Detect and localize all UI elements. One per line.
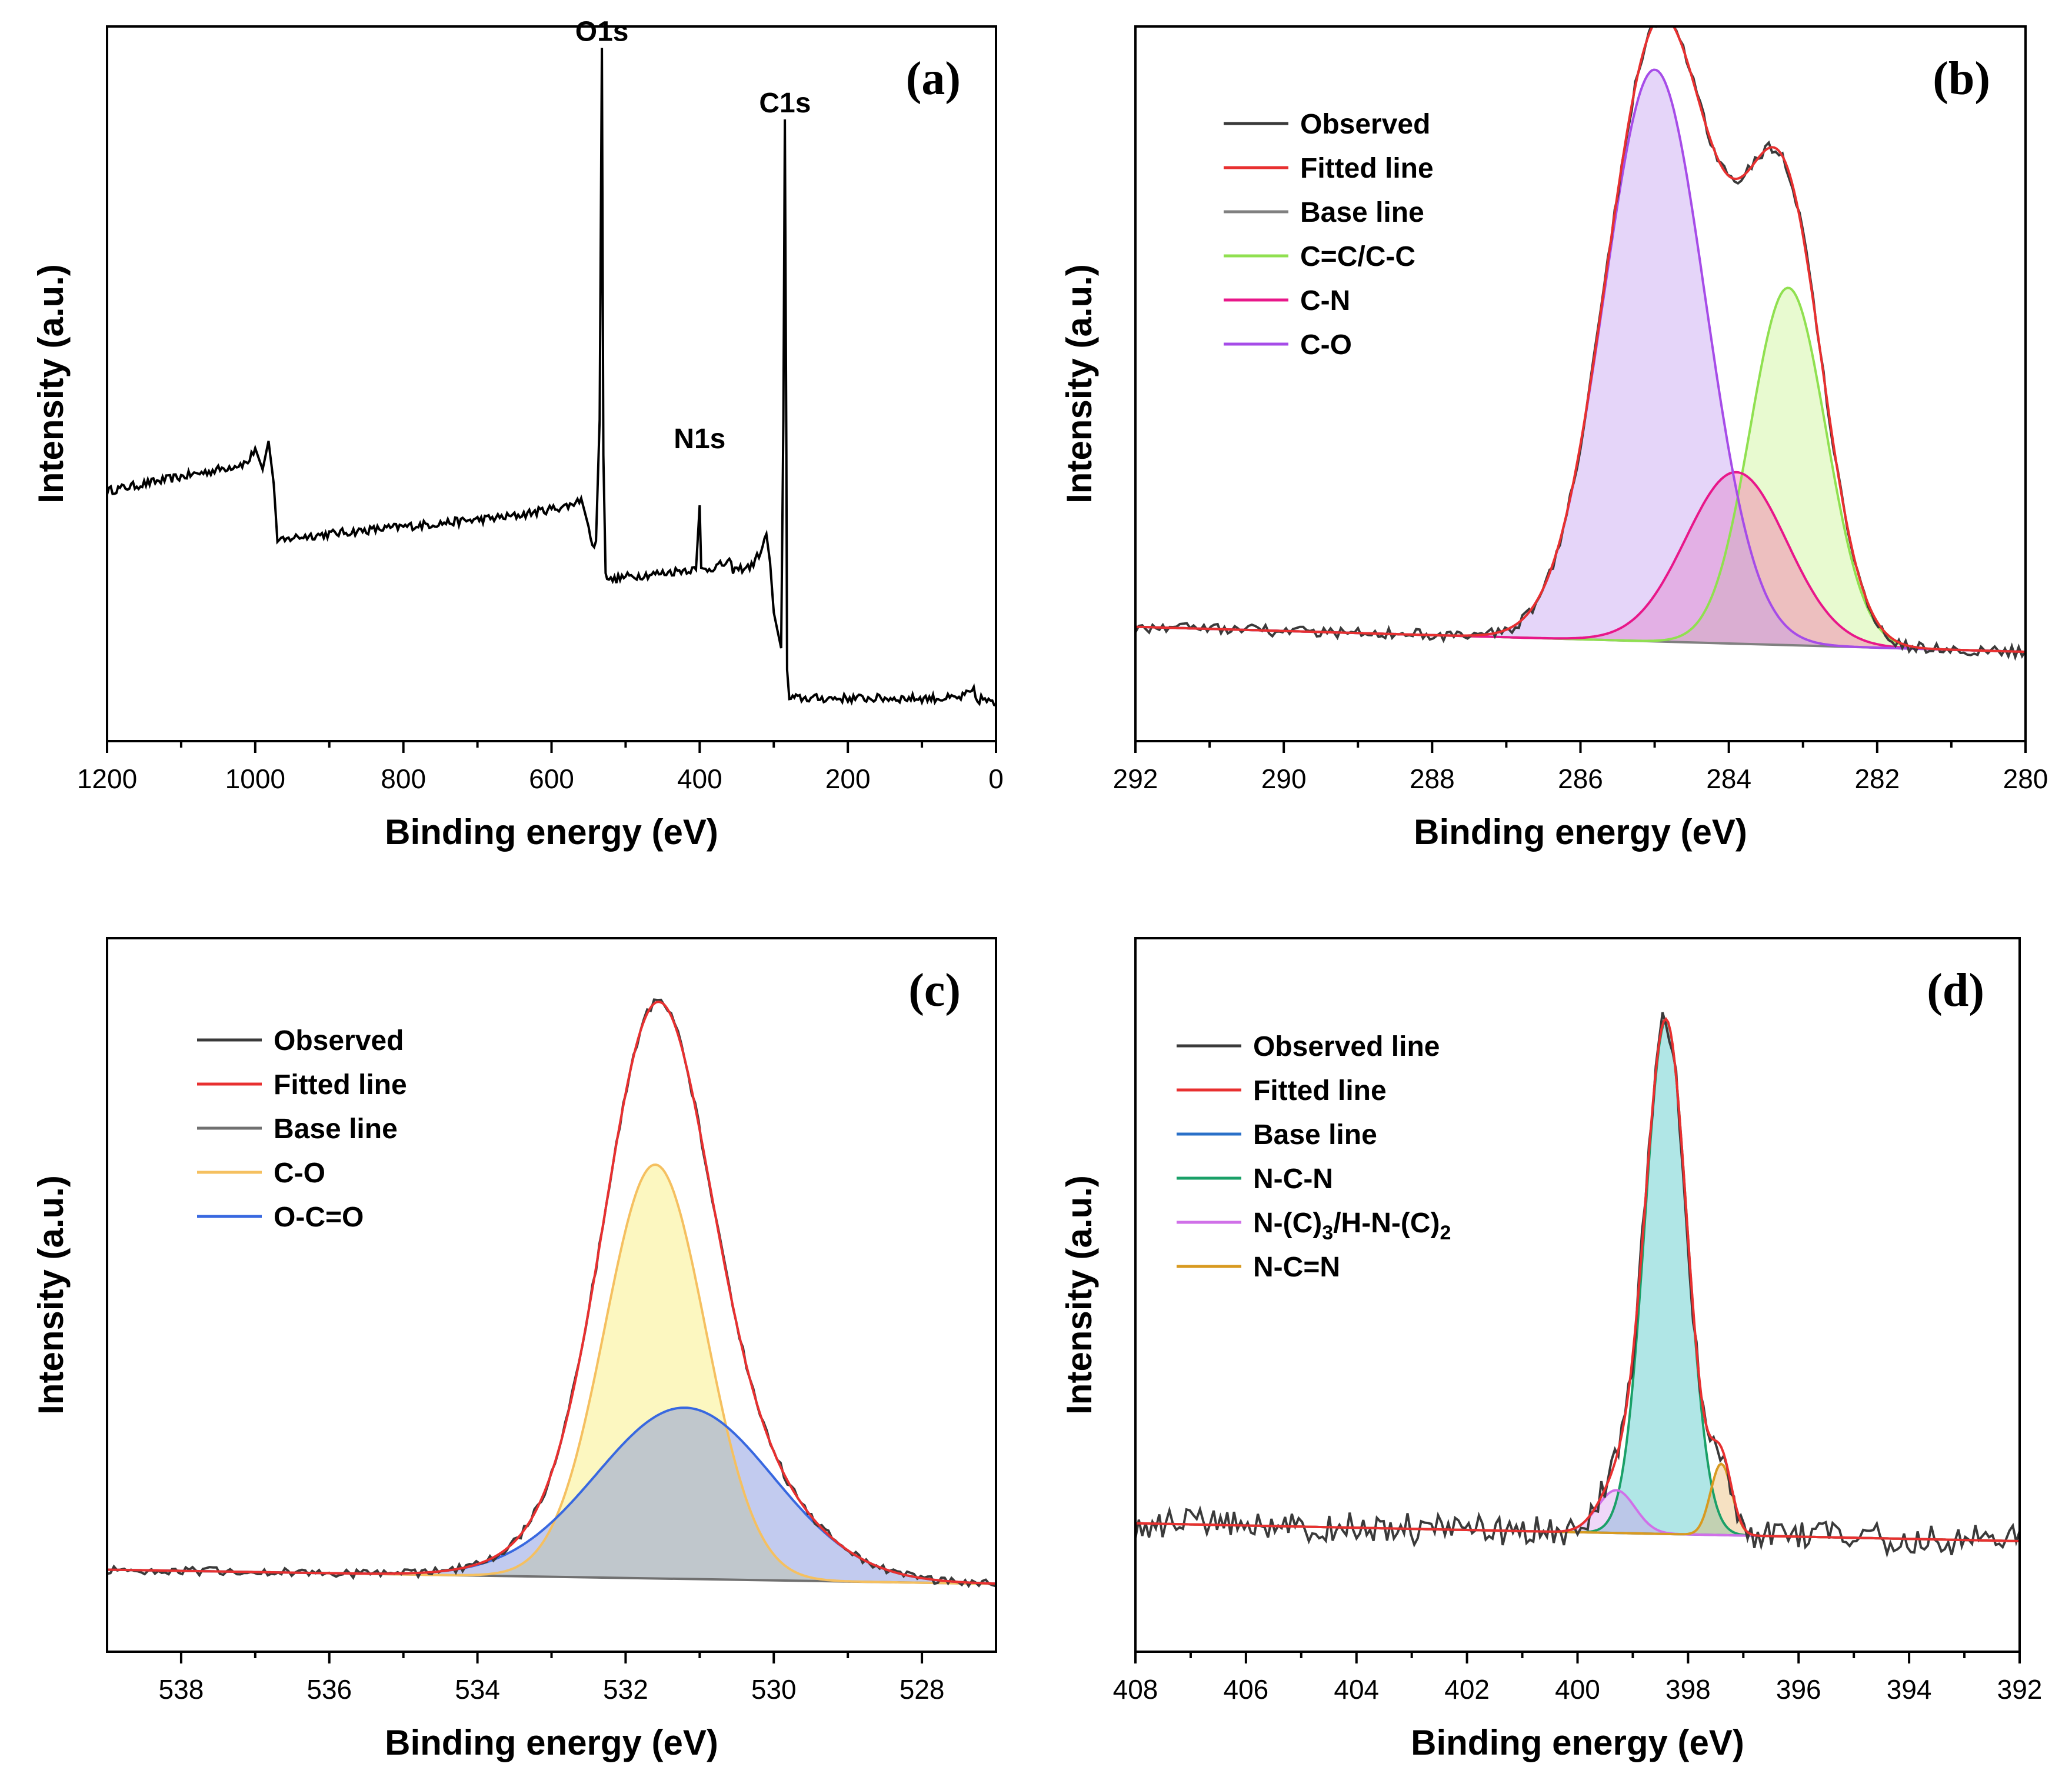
panel-label: (b) [1933, 53, 1990, 105]
x-tick-label: 532 [603, 1674, 648, 1705]
legend-label: C-O [1300, 329, 1352, 361]
x-tick-label: 400 [1555, 1674, 1600, 1705]
fitted-line [1135, 1017, 2020, 1542]
axes-frame [106, 25, 997, 742]
x-axis-title: Binding energy (eV) [1414, 812, 1747, 852]
legend: Observed Fitted line Base line C-O O-C=O [197, 1025, 407, 1233]
x-tick-label: 398 [1665, 1674, 1711, 1705]
legend-label: C-N [1300, 285, 1350, 316]
legend: Observed line Fitted line Base line N-C-N N-… [1177, 1031, 1451, 1283]
component-fill-O-C=O [107, 1408, 996, 1584]
peak-label: N1s [674, 424, 725, 455]
legend-label: Observed [274, 1025, 404, 1056]
legend-label: C-O [274, 1158, 325, 1189]
x-tick-label: 288 [1410, 764, 1455, 794]
x-tick-label: 600 [529, 764, 574, 794]
x-tick-label: 282 [1854, 764, 1900, 794]
series-line [107, 48, 996, 707]
plot-area [107, 998, 996, 1589]
x-tick-label: 284 [1706, 764, 1751, 794]
y-axis-title: Intensity (a.u.) [1060, 264, 1099, 504]
panel-1: Observed Fitted line Base line C=C/C-C C-N C-… [1060, 25, 2048, 852]
legend-label: Observed [1300, 109, 1430, 140]
panel-3: Observed line Fitted line Base line N-C-N N-… [1060, 937, 2043, 1762]
plot-area [1135, 26, 2026, 661]
x-tick-label: 396 [1776, 1674, 1821, 1705]
fitted-line [1135, 26, 2026, 654]
x-axis-title: Binding energy (eV) [385, 812, 718, 852]
legend-label: N-(C)3/H-N-(C)2 [1253, 1208, 1451, 1244]
x-tick-label: 408 [1113, 1674, 1158, 1705]
panel-label: (d) [1927, 965, 1984, 1016]
panel-2: Observed Fitted line Base line C-O O-C=O 538 5… [31, 937, 997, 1762]
fitted-line [107, 1001, 996, 1585]
legend-label: Fitted line [1253, 1075, 1387, 1106]
y-axis-title: Intensity (a.u.) [31, 1175, 71, 1415]
x-tick-label: 0 [988, 764, 1004, 794]
legend-label: Fitted line [274, 1069, 407, 1101]
observed-line [107, 998, 996, 1589]
x-tick-label: 280 [2003, 764, 2048, 794]
x-axis-title: Binding energy (eV) [1411, 1723, 1744, 1762]
x-axis-title: Binding energy (eV) [385, 1723, 718, 1762]
legend-label: Base line [1300, 197, 1424, 228]
peak-label: O1s [575, 16, 629, 47]
component-fill-C-O [1135, 69, 2026, 652]
x-tick-label: 406 [1224, 1674, 1269, 1705]
legend-label: Observed line [1253, 1031, 1440, 1062]
peak-label: C1s [759, 88, 811, 119]
legend-label: O-C=O [274, 1202, 364, 1233]
panel-label: (a) [906, 53, 961, 105]
legend-label: Fitted line [1300, 153, 1434, 184]
x-tick-label: 290 [1261, 764, 1307, 794]
x-tick-label: 394 [1887, 1674, 1932, 1705]
x-tick-label: 1000 [225, 764, 285, 794]
x-tick-label: 538 [159, 1674, 204, 1705]
x-tick-label: 528 [900, 1674, 945, 1705]
x-tick-label: 292 [1113, 764, 1158, 794]
legend-label: C=C/C-C [1300, 241, 1415, 272]
x-tick-label: 392 [1997, 1674, 2043, 1705]
x-tick-label: 400 [677, 764, 722, 794]
observed-line [1135, 1012, 2020, 1558]
legend-label: Base line [274, 1113, 398, 1145]
x-tick-label: 404 [1334, 1674, 1379, 1705]
legend-label: N-C=N [1253, 1252, 1340, 1283]
y-axis-title: Intensity (a.u.) [1060, 1175, 1099, 1415]
legend: Observed Fitted line Base line C=C/C-C C-N C-… [1224, 109, 1434, 361]
x-tick-label: 800 [381, 764, 426, 794]
x-tick-label: 402 [1444, 1674, 1490, 1705]
panel-label: (c) [908, 965, 961, 1016]
x-tick-label: 286 [1558, 764, 1603, 794]
x-tick-label: 536 [307, 1674, 352, 1705]
x-tick-label: 534 [455, 1674, 500, 1705]
y-axis-title: Intensity (a.u.) [31, 264, 71, 504]
x-tick-label: 530 [751, 1674, 797, 1705]
legend-label: N-C-N [1253, 1163, 1333, 1195]
x-tick-label: 1200 [77, 764, 137, 794]
legend-label: Base line [1253, 1119, 1377, 1151]
plot-area [107, 48, 996, 707]
plot-area [1135, 1012, 2020, 1558]
component-fill-C=C/C-C [1135, 288, 2026, 652]
component-fill-C-N [1135, 472, 2026, 652]
x-tick-label: 200 [825, 764, 871, 794]
panel-0: 1200 1000 800 600 400 200 0 Binding energy (eV)… [31, 16, 1004, 852]
